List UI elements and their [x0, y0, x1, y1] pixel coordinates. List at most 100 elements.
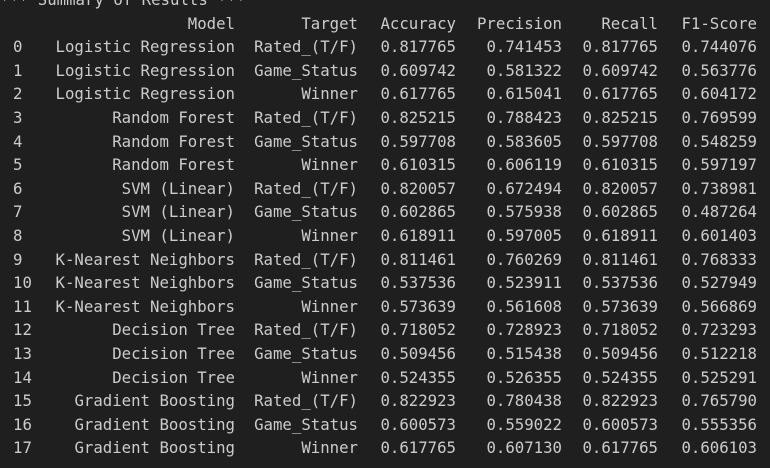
row-model: SVM (Linear)	[121, 202, 235, 222]
row-precision: 0.515438	[486, 343, 562, 363]
row-index: 14	[13, 367, 32, 387]
table-row: 8 SVM (Linear) Winner 0.618911 0.597005 0.618…	[0, 224, 770, 248]
row-model: K-Nearest Neighbors	[55, 273, 235, 293]
row-target: Winner	[301, 367, 358, 387]
row-recall: 0.609742	[582, 60, 658, 80]
row-f1-score: 0.723293	[681, 320, 757, 340]
row-index: 13	[13, 343, 32, 363]
row-target: Rated_(T/F)	[254, 107, 358, 127]
table-row: 16 Gradient Boosting Game_Status 0.600573 0.…	[0, 413, 770, 437]
row-accuracy: 0.617765	[380, 438, 456, 458]
row-precision: 0.581322	[486, 60, 562, 80]
row-recall: 0.820057	[582, 178, 658, 198]
output-title-line: *** Summary of Results ***	[0, 0, 770, 12]
header-f1-score: F1-Score	[681, 13, 757, 33]
row-precision: 0.583605	[486, 131, 562, 151]
row-recall: 0.718052	[582, 320, 658, 340]
table-row: 12 Decision Tree Rated_(T/F) 0.718052 0.7289…	[0, 318, 770, 342]
row-precision: 0.526355	[486, 367, 562, 387]
row-f1-score: 0.769599	[681, 107, 757, 127]
row-index: 0	[13, 37, 23, 57]
row-index: 12	[13, 320, 32, 340]
row-index: 17	[13, 438, 32, 458]
row-precision: 0.607130	[486, 438, 562, 458]
row-target: Game_Status	[254, 131, 358, 151]
row-accuracy: 0.573639	[380, 296, 456, 316]
table-row: 13 Decision Tree Game_Status 0.509456 0.5154…	[0, 342, 770, 366]
row-index: 2	[13, 84, 23, 104]
row-index: 4	[13, 131, 23, 151]
row-recall: 0.509456	[582, 343, 658, 363]
table-row: 3 Random Forest Rated_(T/F) 0.825215 0.78842…	[0, 106, 770, 130]
row-recall: 0.610315	[582, 155, 658, 175]
row-recall: 0.618911	[582, 225, 658, 245]
header-recall: Recall	[601, 13, 658, 33]
row-f1-score: 0.744076	[681, 37, 757, 57]
row-precision: 0.523911	[486, 273, 562, 293]
row-recall: 0.597708	[582, 131, 658, 151]
table-row: 0 Logistic Regression Rated_(T/F) 0.817765 0…	[0, 35, 770, 59]
row-target: Winner	[301, 225, 358, 245]
row-f1-score: 0.563776	[681, 60, 757, 80]
row-accuracy: 0.825215	[380, 107, 456, 127]
header-model: Model	[187, 13, 235, 33]
row-accuracy: 0.609742	[380, 60, 456, 80]
row-f1-score: 0.566869	[681, 296, 757, 316]
row-recall: 0.573639	[582, 296, 658, 316]
row-recall: 0.537536	[582, 273, 658, 293]
row-accuracy: 0.524355	[380, 367, 456, 387]
row-accuracy: 0.822923	[380, 391, 456, 411]
row-accuracy: 0.617765	[380, 84, 456, 104]
table-row: 4 Random Forest Game_Status 0.597708 0.58360…	[0, 130, 770, 154]
row-recall: 0.822923	[582, 391, 658, 411]
table-row: 10 K-Nearest Neighbors Game_Status 0.537536…	[0, 271, 770, 295]
table-row: 1 Logistic Regression Game_Status 0.609742 0…	[0, 59, 770, 83]
row-index: 5	[13, 155, 23, 175]
header-accuracy: Accuracy	[380, 13, 456, 33]
row-target: Rated_(T/F)	[254, 37, 358, 57]
row-target: Rated_(T/F)	[254, 320, 358, 340]
row-f1-score: 0.765790	[681, 391, 757, 411]
header-precision: Precision	[476, 13, 562, 33]
row-precision: 0.728923	[486, 320, 562, 340]
row-recall: 0.825215	[582, 107, 658, 127]
row-index: 6	[13, 178, 23, 198]
table-body: 0 Logistic Regression Rated_(T/F) 0.817765 0…	[0, 35, 770, 460]
row-target: Winner	[301, 84, 358, 104]
row-precision: 0.615041	[486, 84, 562, 104]
table-row: 5 Random Forest Winner 0.610315 0.606119 0.61…	[0, 153, 770, 177]
table-row: 11 K-Nearest Neighbors Winner 0.573639 0.561…	[0, 295, 770, 319]
row-recall: 0.600573	[582, 414, 658, 434]
row-index: 11	[13, 296, 32, 316]
row-model: Gradient Boosting	[74, 414, 235, 434]
table-row: 14 Decision Tree Winner 0.524355 0.526355 0.5…	[0, 366, 770, 390]
row-precision: 0.672494	[486, 178, 562, 198]
row-target: Rated_(T/F)	[254, 391, 358, 411]
row-target: Game_Status	[254, 273, 358, 293]
row-f1-score: 0.738981	[681, 178, 757, 198]
row-recall: 0.602865	[582, 202, 658, 222]
row-recall: 0.817765	[582, 37, 658, 57]
row-f1-score: 0.555356	[681, 414, 757, 434]
row-precision: 0.597005	[486, 225, 562, 245]
row-precision: 0.561608	[486, 296, 562, 316]
row-recall: 0.524355	[582, 367, 658, 387]
row-f1-score: 0.601403	[681, 225, 757, 245]
row-index: 15	[13, 391, 32, 411]
row-target: Winner	[301, 296, 358, 316]
output-title: *** Summary of Results ***	[0, 0, 246, 12]
row-recall: 0.617765	[582, 84, 658, 104]
row-index: 16	[13, 414, 32, 434]
row-f1-score: 0.606103	[681, 438, 757, 458]
row-accuracy: 0.618911	[380, 225, 456, 245]
row-precision: 0.788423	[486, 107, 562, 127]
row-precision: 0.559022	[486, 414, 562, 434]
table-row: 2 Logistic Regression Winner 0.617765 0.6150…	[0, 82, 770, 106]
row-f1-score: 0.604172	[681, 84, 757, 104]
row-index: 10	[13, 273, 32, 293]
row-model: Logistic Regression	[55, 60, 235, 80]
row-model: Random Forest	[112, 107, 235, 127]
table-row: 15 Gradient Boosting Rated_(T/F) 0.822923 0.…	[0, 389, 770, 413]
header-target: Target	[301, 13, 358, 33]
row-precision: 0.780438	[486, 391, 562, 411]
